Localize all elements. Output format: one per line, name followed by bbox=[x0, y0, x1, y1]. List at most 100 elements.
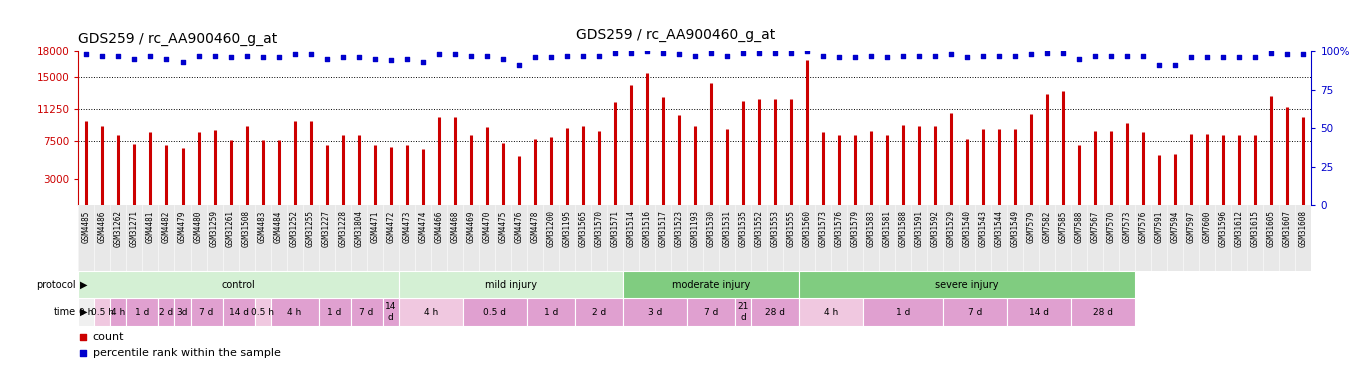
Text: GSM4469: GSM4469 bbox=[466, 210, 476, 243]
Text: 7 d: 7 d bbox=[360, 307, 375, 317]
Bar bbox=[319, 298, 350, 326]
Text: GSM31553: GSM31553 bbox=[771, 210, 780, 247]
Text: GSM31252: GSM31252 bbox=[291, 210, 299, 247]
Point bbox=[1021, 51, 1042, 57]
Point bbox=[764, 50, 786, 56]
Text: GSM31570: GSM31570 bbox=[595, 210, 603, 247]
Point bbox=[1276, 51, 1298, 57]
Text: 3d: 3d bbox=[177, 307, 188, 317]
Bar bbox=[750, 298, 799, 326]
Bar bbox=[383, 298, 399, 326]
Text: 0 h: 0 h bbox=[80, 307, 93, 317]
Text: GSM4466: GSM4466 bbox=[434, 210, 443, 243]
Point bbox=[92, 53, 114, 59]
Bar bbox=[399, 271, 623, 298]
Text: GSM31540: GSM31540 bbox=[963, 210, 972, 247]
Text: GSM7588: GSM7588 bbox=[1075, 210, 1084, 243]
Text: GSM4475: GSM4475 bbox=[499, 210, 507, 243]
Text: 4 h: 4 h bbox=[823, 307, 838, 317]
Bar bbox=[575, 298, 623, 326]
Point bbox=[1245, 55, 1267, 60]
Text: 1 d: 1 d bbox=[135, 307, 150, 317]
Bar bbox=[735, 298, 750, 326]
Text: 3 d: 3 d bbox=[648, 307, 662, 317]
Point bbox=[204, 53, 226, 59]
Text: GSM31605: GSM31605 bbox=[1267, 210, 1276, 247]
Text: GSM4473: GSM4473 bbox=[402, 210, 411, 243]
Bar bbox=[623, 298, 687, 326]
Point bbox=[1101, 53, 1122, 59]
Point bbox=[925, 53, 946, 59]
Point bbox=[1005, 53, 1026, 59]
Point bbox=[796, 48, 818, 54]
Text: GSM4474: GSM4474 bbox=[418, 210, 427, 243]
Text: moderate injury: moderate injury bbox=[672, 280, 750, 290]
Point bbox=[604, 50, 626, 56]
Text: GSM31804: GSM31804 bbox=[354, 210, 364, 247]
Bar bbox=[863, 298, 944, 326]
Point bbox=[251, 55, 273, 60]
Bar bbox=[799, 298, 863, 326]
Text: GSM31588: GSM31588 bbox=[899, 210, 907, 247]
Point bbox=[508, 62, 530, 68]
Point bbox=[941, 51, 963, 57]
Text: 4 h: 4 h bbox=[111, 307, 126, 317]
Bar bbox=[78, 298, 95, 326]
Point bbox=[300, 51, 322, 57]
Text: mild injury: mild injury bbox=[485, 280, 537, 290]
Text: GSM4470: GSM4470 bbox=[483, 210, 491, 243]
Bar bbox=[95, 298, 111, 326]
Text: GSM31261: GSM31261 bbox=[226, 210, 235, 247]
Text: GSM4471: GSM4471 bbox=[370, 210, 379, 243]
Point bbox=[909, 53, 930, 59]
Point bbox=[780, 50, 802, 56]
Bar bbox=[623, 271, 799, 298]
Point bbox=[220, 55, 242, 60]
Text: 21
d: 21 d bbox=[737, 302, 749, 322]
Point bbox=[1052, 50, 1073, 56]
Point bbox=[73, 350, 95, 356]
Point bbox=[380, 57, 402, 63]
Text: 1 d: 1 d bbox=[896, 307, 910, 317]
Point bbox=[1260, 50, 1282, 56]
Text: GSM7579: GSM7579 bbox=[1026, 210, 1036, 243]
Text: GSM31571: GSM31571 bbox=[610, 210, 619, 247]
Point bbox=[1037, 50, 1059, 56]
Text: GSM31508: GSM31508 bbox=[242, 210, 251, 247]
Point bbox=[268, 55, 289, 60]
Point bbox=[1117, 53, 1138, 59]
Point bbox=[556, 53, 577, 59]
Text: GSM7585: GSM7585 bbox=[1059, 210, 1068, 243]
Text: GSM7591: GSM7591 bbox=[1155, 210, 1164, 243]
Bar bbox=[1007, 298, 1071, 326]
Bar bbox=[687, 298, 735, 326]
Point bbox=[476, 53, 498, 59]
Text: GSM31576: GSM31576 bbox=[834, 210, 844, 247]
Bar bbox=[254, 298, 270, 326]
Point bbox=[284, 51, 306, 57]
Text: GSM31543: GSM31543 bbox=[979, 210, 988, 247]
Point bbox=[155, 56, 177, 62]
Text: 7 d: 7 d bbox=[968, 307, 983, 317]
Point bbox=[972, 53, 994, 59]
Text: GSM4480: GSM4480 bbox=[195, 210, 203, 243]
Text: 7 d: 7 d bbox=[704, 307, 718, 317]
Text: GSM4472: GSM4472 bbox=[387, 210, 395, 243]
Text: GSM31560: GSM31560 bbox=[803, 210, 811, 247]
Text: 14 d: 14 d bbox=[228, 307, 249, 317]
Text: GSM31259: GSM31259 bbox=[210, 210, 219, 247]
Text: GSM31592: GSM31592 bbox=[930, 210, 940, 247]
Bar bbox=[462, 298, 527, 326]
Text: GSM7597: GSM7597 bbox=[1187, 210, 1195, 243]
Point bbox=[956, 55, 977, 60]
Text: 14 d: 14 d bbox=[1029, 307, 1049, 317]
Point bbox=[172, 59, 193, 65]
Point bbox=[364, 56, 385, 62]
Text: GSM31516: GSM31516 bbox=[642, 210, 652, 247]
Text: GSM31591: GSM31591 bbox=[914, 210, 923, 247]
Point bbox=[1084, 53, 1106, 59]
Text: 7 d: 7 d bbox=[199, 307, 214, 317]
Text: ▶: ▶ bbox=[80, 307, 88, 317]
Text: GSM31517: GSM31517 bbox=[658, 210, 668, 247]
Point bbox=[443, 51, 465, 57]
